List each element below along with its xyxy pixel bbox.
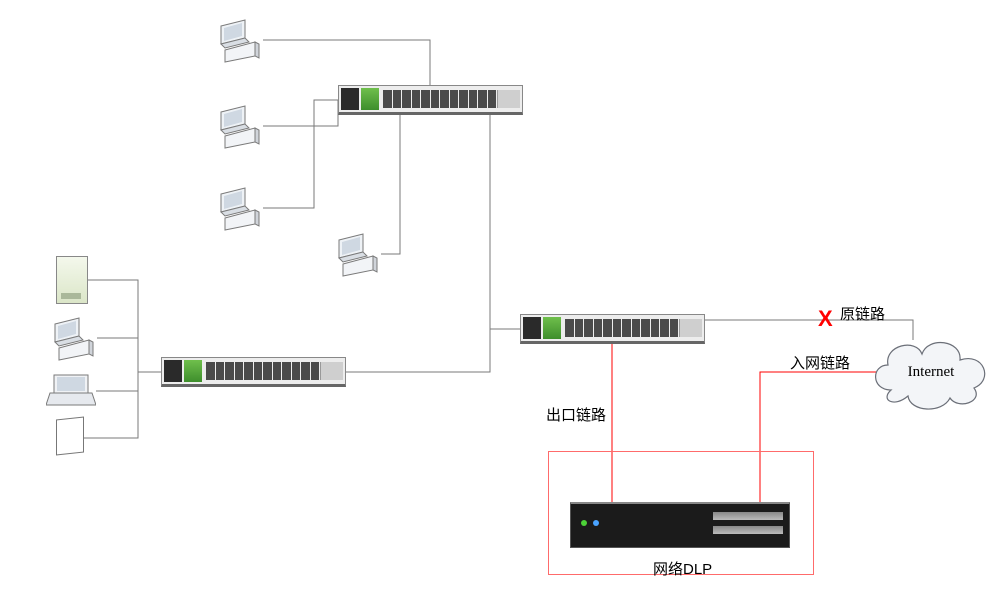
diagram-stage: { "diagram": { "type": "network", "canva… (0, 0, 1000, 616)
server-icon (56, 256, 90, 308)
workstation-icon (215, 102, 263, 150)
switch-core (520, 314, 705, 344)
pda-icon (56, 418, 86, 458)
laptop-icon (46, 373, 96, 409)
workstation-icon (49, 314, 97, 362)
blocked-mark: X (818, 306, 833, 332)
switch-top (338, 85, 523, 115)
internet-label: Internet (908, 364, 955, 380)
label-original-link: 原链路 (840, 303, 885, 324)
internet-cloud: Internet (866, 330, 996, 412)
workstation-icon (215, 16, 263, 64)
label-dlp: 网络DLP (653, 558, 712, 579)
workstation-icon (215, 184, 263, 232)
workstation-icon (333, 230, 381, 278)
switch-bottom (161, 357, 346, 387)
dlp-appliance (570, 502, 790, 548)
label-egress-link: 出口链路 (546, 404, 606, 425)
label-ingress-link: 入网链路 (790, 352, 850, 373)
